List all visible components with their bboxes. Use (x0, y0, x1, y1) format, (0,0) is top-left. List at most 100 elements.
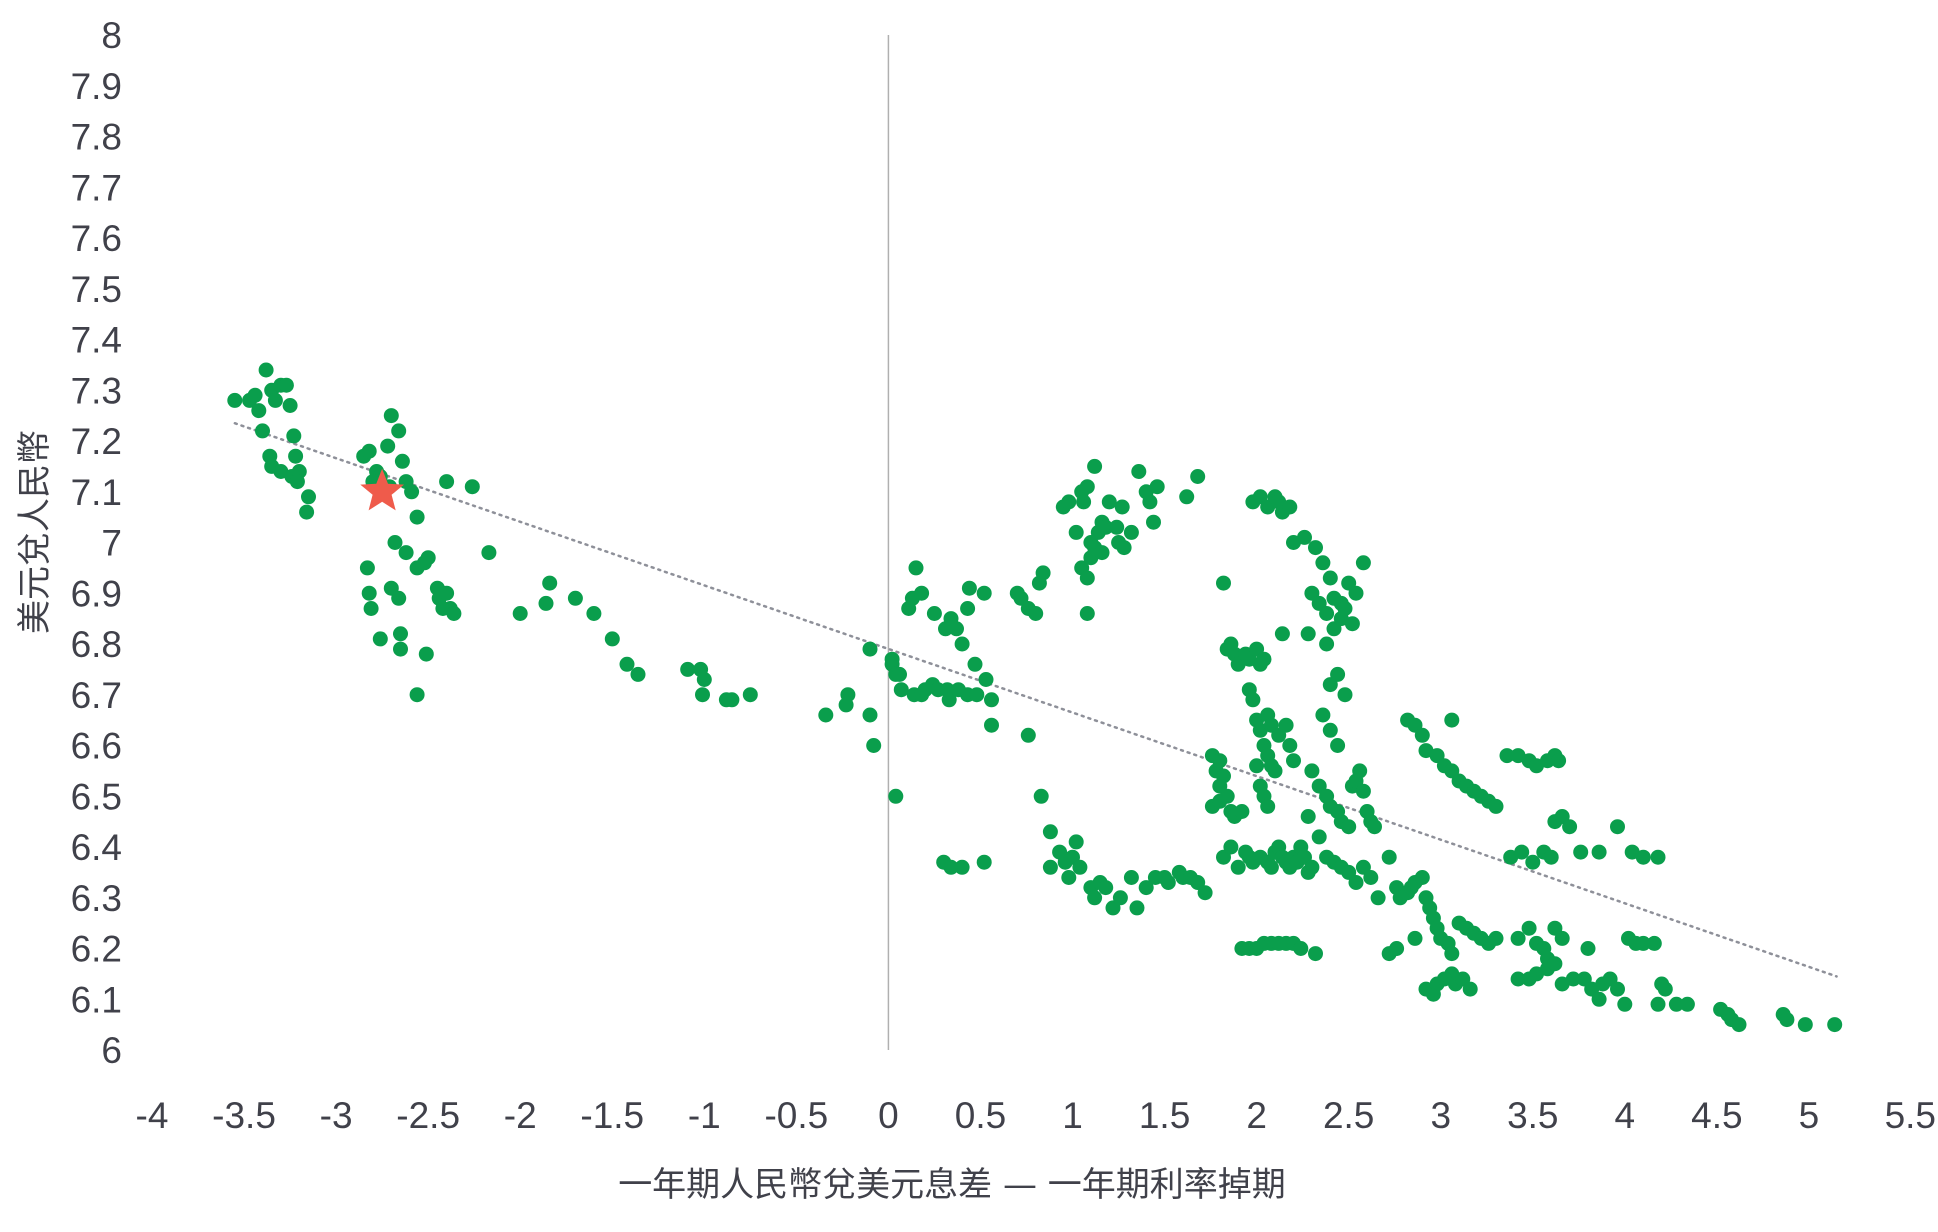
data-point (398, 545, 414, 561)
data-point (1293, 941, 1309, 956)
y-tick-label: 6 (101, 1030, 122, 1071)
data-point (289, 474, 305, 490)
data-point (1033, 788, 1049, 804)
data-point (418, 646, 434, 662)
data-point (1304, 859, 1320, 875)
y-tick-label: 6.7 (71, 675, 122, 716)
data-point (1245, 692, 1261, 708)
x-tick-label: 2 (1246, 1095, 1267, 1136)
data-point (361, 585, 377, 601)
data-point (1554, 930, 1570, 946)
data-point (1098, 519, 1114, 535)
y-tick-label: 6.9 (71, 573, 122, 614)
data-point (1114, 499, 1130, 515)
data-point (1212, 753, 1228, 769)
data-point (1308, 540, 1323, 556)
y-tick-label: 7.7 (71, 167, 122, 208)
x-tick-label: 3 (1430, 1095, 1451, 1136)
data-point (464, 479, 480, 495)
x-tick-label: 1 (1062, 1095, 1083, 1136)
y-tick-label: 7.1 (71, 472, 122, 513)
data-point (1514, 844, 1530, 860)
data-point (1367, 819, 1382, 835)
data-point (258, 362, 274, 378)
x-tick-label: 0.5 (955, 1095, 1006, 1136)
data-point (1617, 996, 1633, 1012)
data-point (1488, 930, 1504, 946)
data-point (1543, 849, 1559, 865)
data-point (387, 535, 403, 550)
data-point (961, 580, 977, 596)
data-point (1094, 545, 1110, 561)
data-point (967, 656, 983, 672)
data-point (1234, 804, 1250, 819)
data-point (380, 438, 396, 454)
data-point (383, 408, 399, 424)
data-point (984, 692, 999, 708)
data-point (363, 601, 379, 616)
data-point (1278, 717, 1294, 733)
y-axis-ticks: 6 6.1 6.2 6.3 6.4 6.5 6.6 6.7 6.8 6.9 7 7.1 7.2 7.3 7.… (71, 15, 122, 1071)
data-point (943, 859, 959, 875)
data-point (481, 545, 497, 561)
x-tick-label: 4 (1615, 1095, 1636, 1136)
data-point (1610, 981, 1625, 997)
y-tick-label: 8 (101, 15, 122, 56)
data-point (818, 707, 834, 723)
data-point (892, 666, 907, 682)
data-point (393, 626, 408, 642)
data-point (359, 560, 375, 576)
y-tick-label: 6.8 (71, 624, 122, 665)
x-tick-label: -2 (504, 1095, 537, 1136)
data-point (954, 859, 970, 875)
data-point (1731, 1017, 1747, 1033)
data-point (1352, 763, 1368, 779)
data-point (1436, 971, 1452, 987)
data-point (409, 509, 425, 525)
data-point (1146, 514, 1161, 530)
data-point (1028, 606, 1044, 621)
data-point (1230, 859, 1246, 875)
data-point (1308, 946, 1323, 962)
data-point (420, 550, 436, 566)
data-point (1061, 870, 1077, 885)
data-point (1072, 859, 1088, 875)
data-point (1646, 935, 1662, 951)
x-tick-label: -1 (688, 1095, 721, 1136)
data-point (393, 641, 408, 657)
data-point (1355, 783, 1371, 799)
data-point (914, 585, 930, 601)
data-point (446, 606, 462, 621)
data-point (1311, 829, 1327, 845)
data-point (1129, 900, 1145, 916)
data-point (1190, 469, 1206, 484)
data-point (1797, 1017, 1813, 1033)
data-point (884, 651, 900, 667)
data-point (409, 687, 425, 703)
data-point (893, 682, 909, 698)
x-tick-label: 4.5 (1691, 1095, 1742, 1136)
data-point (542, 575, 558, 591)
data-point (969, 687, 985, 703)
highlight-layer (360, 468, 404, 511)
data-point (1315, 555, 1331, 571)
data-point (976, 854, 992, 870)
data-point (1551, 753, 1567, 769)
data-point (926, 606, 942, 621)
y-tick-label: 7.8 (71, 117, 122, 158)
data-point (439, 474, 455, 490)
data-point (1444, 946, 1460, 962)
data-point (1525, 854, 1541, 870)
x-tick-label: -4 (136, 1095, 169, 1136)
data-point (604, 631, 620, 647)
data-point (1591, 991, 1607, 1007)
data-point (1521, 920, 1537, 936)
data-point (1414, 870, 1430, 885)
y-tick-label: 7.5 (71, 269, 122, 310)
data-point (391, 590, 407, 606)
data-point (1068, 834, 1084, 850)
data-point (301, 489, 316, 505)
data-point (278, 377, 294, 393)
x-axis-title: 一年期人民幣兌美元息差 — 一年期利率掉期 (618, 1165, 1286, 1205)
data-points-layer (227, 362, 1843, 1033)
